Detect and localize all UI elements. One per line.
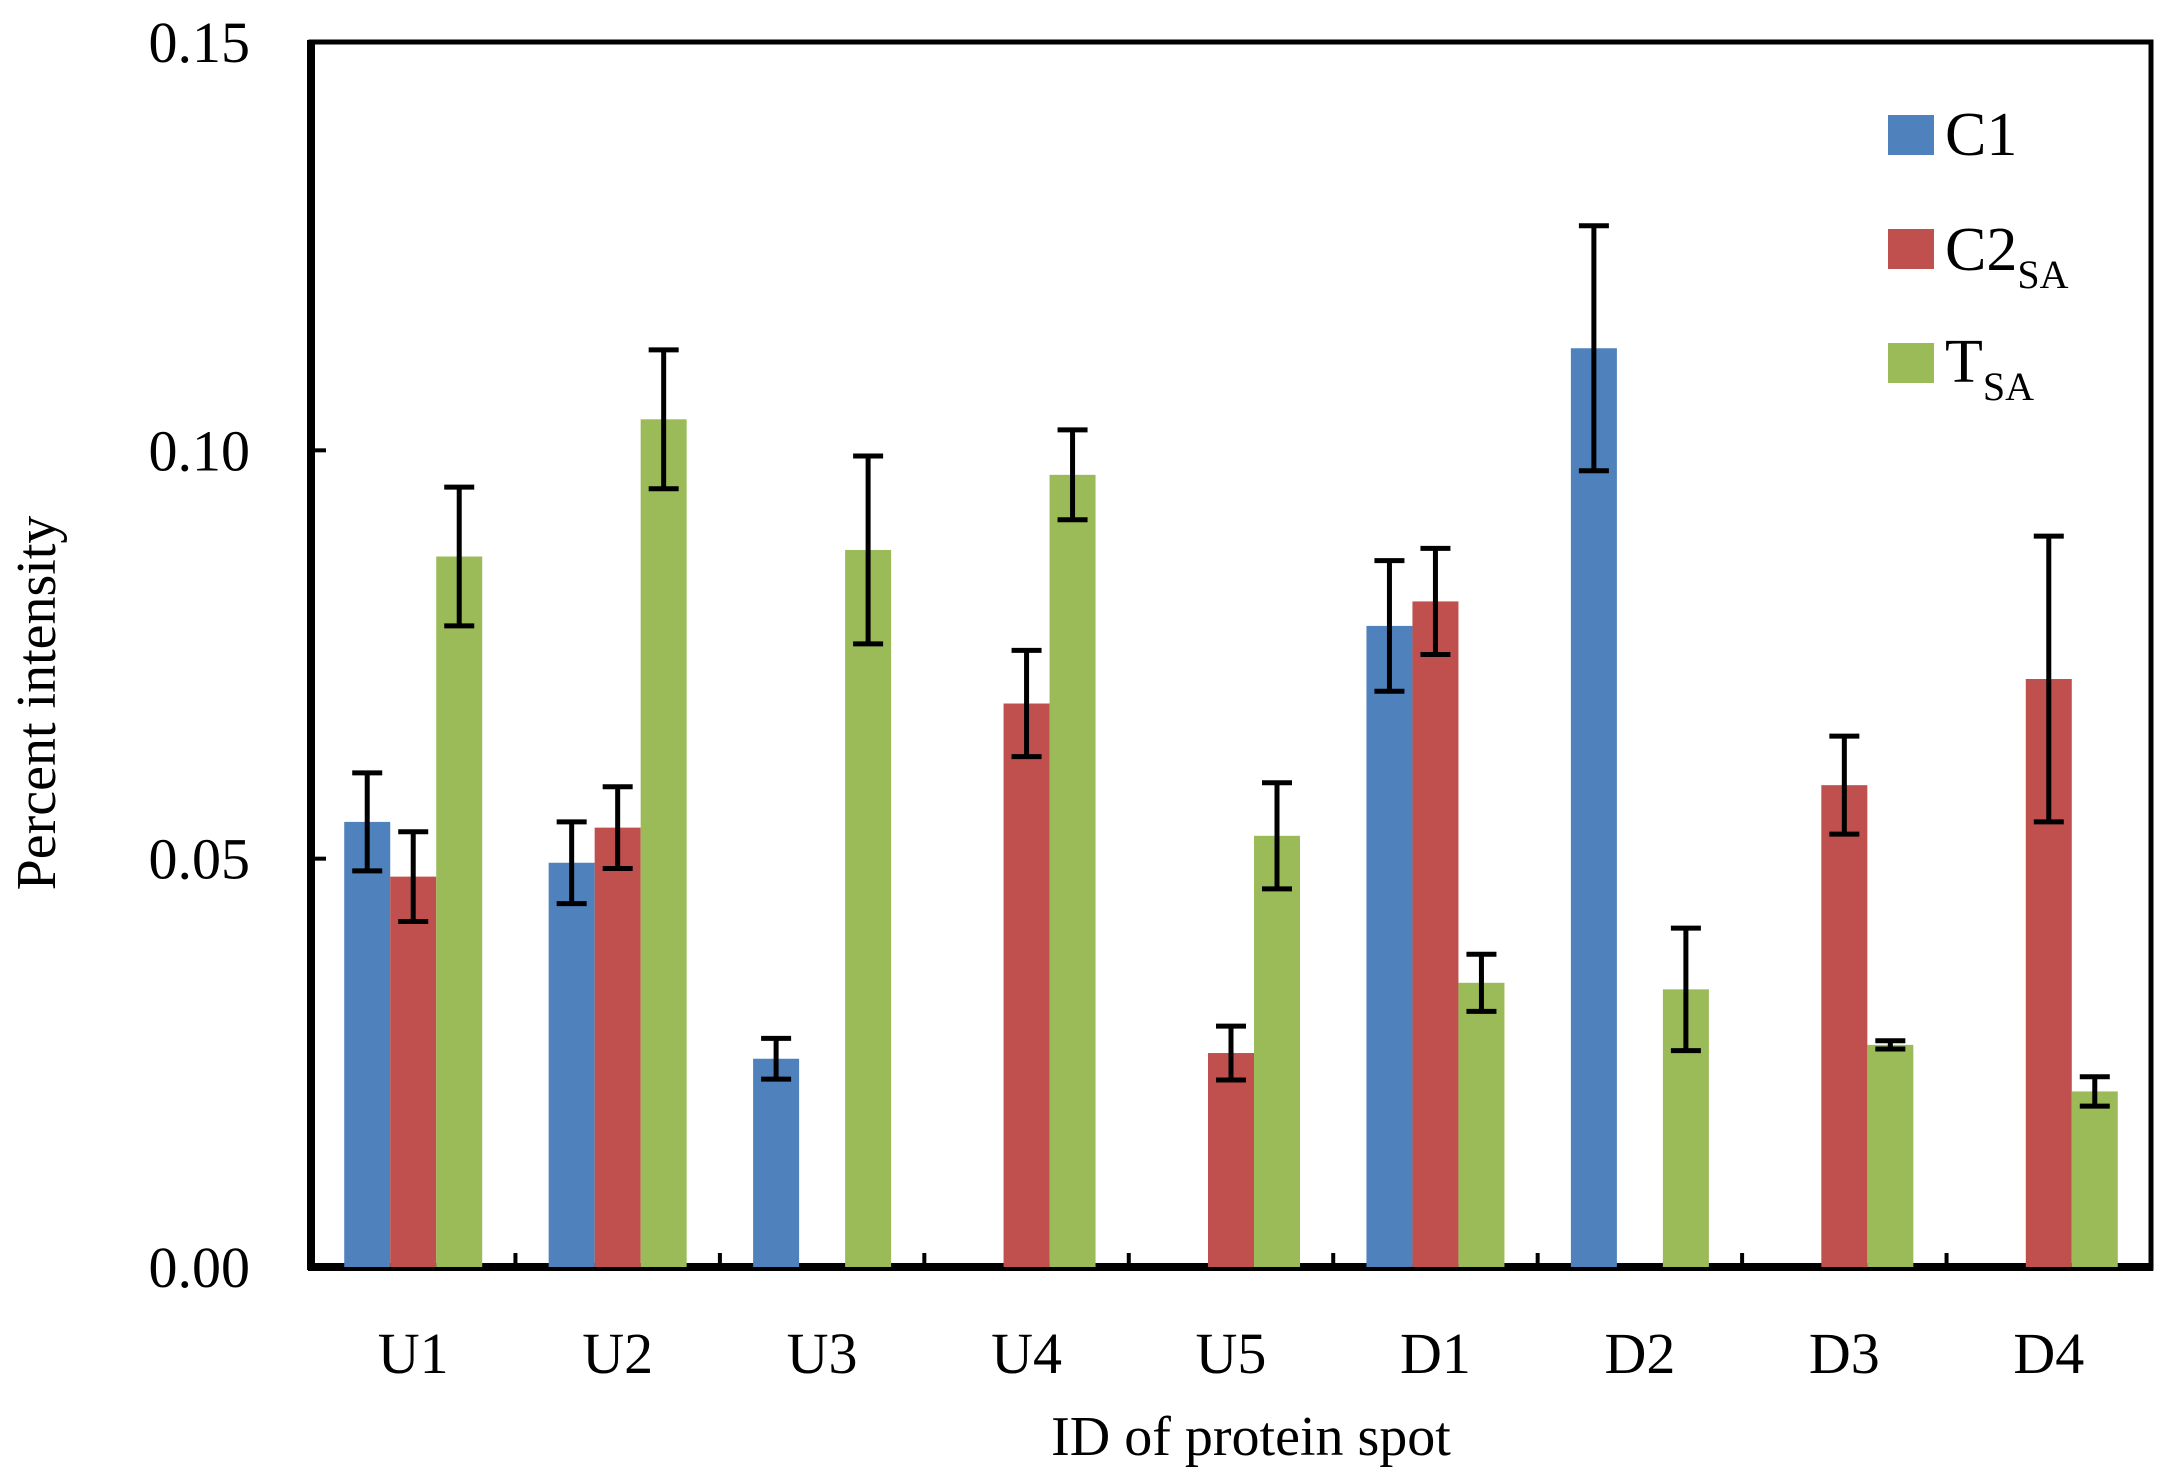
y-tick-label: 0.05: [149, 827, 251, 892]
error-bar-c1-d2: [1578, 223, 1609, 474]
error-bar-c2sa-d1: [1420, 545, 1451, 657]
error-bar-tsa-u3: [853, 453, 884, 647]
y-tick-label: 0.15: [149, 10, 251, 75]
y-tick-label: 0.10: [149, 418, 251, 483]
bar-c2sa-u5: [1208, 1053, 1254, 1267]
bar-c1-d1: [1366, 625, 1413, 1267]
bar-tsa-u2: [640, 419, 687, 1267]
bar-tsa-d1: [1458, 982, 1505, 1267]
y-axis-title: Percent intensity: [6, 516, 68, 891]
x-category-label: U3: [787, 1321, 858, 1386]
bar-c2sa-d3: [1821, 785, 1868, 1267]
error-bar-c2sa-d4: [2033, 533, 2064, 825]
legend-label-tsa: TSA: [1945, 328, 2034, 409]
error-bar-c1-d1: [1374, 558, 1405, 694]
legend-label-c2sa: C2SA: [1945, 216, 2069, 297]
bar-c2sa-u2: [594, 827, 641, 1267]
bar-tsa-d4: [2071, 1091, 2118, 1267]
x-category-label: U5: [1196, 1321, 1267, 1386]
error-bar-c2sa-u4: [1011, 647, 1042, 760]
bar-c2sa-u1: [390, 876, 437, 1267]
error-bar-c2sa-u5: [1216, 1023, 1246, 1083]
bar-c1-d2: [1570, 348, 1617, 1267]
bar-tsa-d3: [1867, 1044, 1914, 1267]
error-bar-tsa-u5: [1262, 780, 1292, 892]
x-category-label: D3: [1809, 1321, 1880, 1386]
bar-tsa-u4: [1049, 474, 1096, 1267]
error-bar-tsa-u1: [444, 484, 475, 629]
x-category-label: D1: [1400, 1321, 1471, 1386]
x-category-label: U1: [378, 1321, 449, 1386]
error-bar-c1-u3: [761, 1035, 792, 1082]
x-axis-title: ID of protein spot: [1051, 1406, 1451, 1468]
bar-tsa-u1: [436, 556, 483, 1267]
bar-c2sa-u4: [1003, 703, 1050, 1267]
error-bar-tsa-d1: [1466, 951, 1497, 1014]
legend-label-c1: C1: [1945, 101, 2017, 169]
x-category-label: D4: [2013, 1321, 2084, 1386]
legend: C1 C2SA TSA: [1888, 101, 2069, 409]
bar-tsa-u3: [845, 549, 892, 1267]
error-bar-c2sa-u1: [398, 829, 429, 925]
error-bar-c2sa-u2: [602, 784, 633, 871]
bar-c1-u3: [753, 1058, 800, 1267]
legend-swatch-c1: [1888, 115, 1934, 155]
x-category-label: D2: [1604, 1321, 1675, 1386]
error-bar-c2sa-d3: [1829, 733, 1860, 837]
error-bar-tsa-u2: [648, 347, 679, 492]
error-bar-tsa-u4: [1057, 427, 1088, 523]
error-bar-c1-u2: [556, 819, 587, 907]
error-bar-tsa-d3: [1875, 1038, 1906, 1052]
bar-c1-u2: [548, 862, 595, 1267]
y-tick-label: 0.00: [149, 1235, 251, 1300]
error-bar-tsa-d2: [1670, 925, 1701, 1054]
error-bar-tsa-d4: [2079, 1074, 2110, 1109]
legend-swatch-c2sa: [1888, 229, 1934, 269]
bar-c2sa-d1: [1412, 601, 1459, 1267]
x-category-label: U2: [582, 1321, 653, 1386]
x-category-label: U4: [991, 1321, 1062, 1386]
bar-c1-u1: [344, 821, 391, 1267]
error-bar-c1-u1: [352, 770, 383, 874]
legend-swatch-tsa: [1888, 343, 1934, 383]
bar-tsa-u5: [1254, 835, 1300, 1267]
